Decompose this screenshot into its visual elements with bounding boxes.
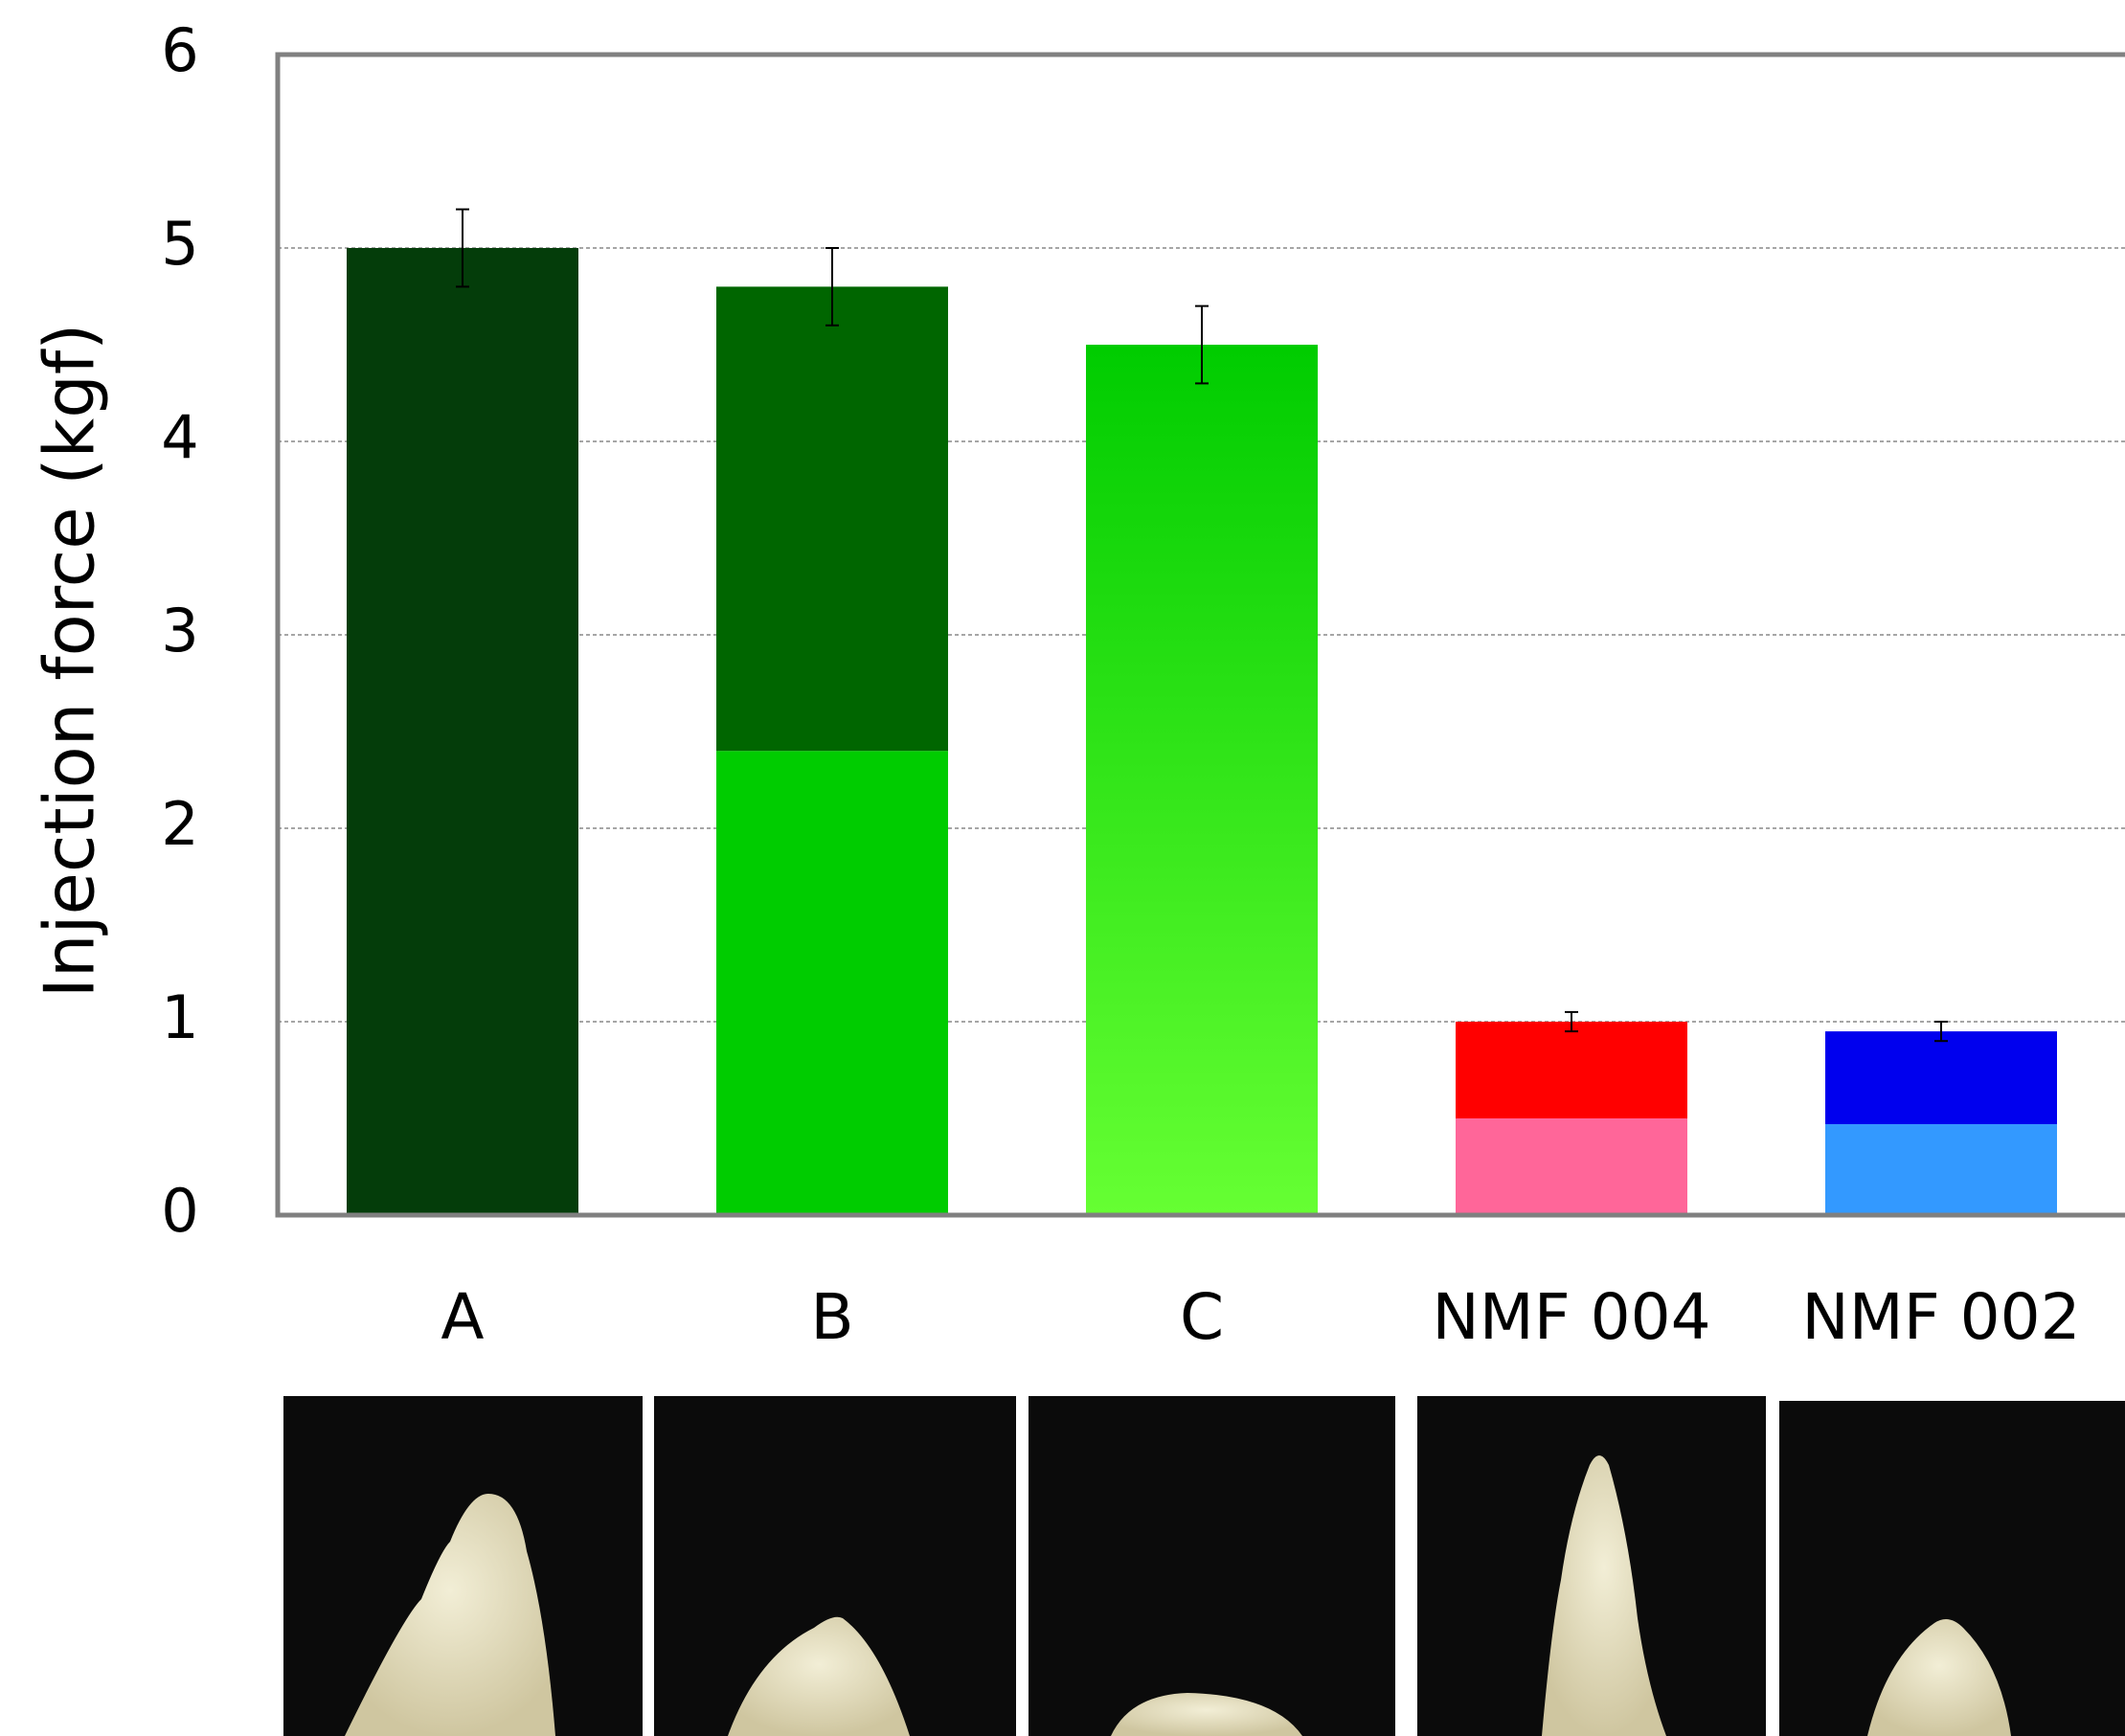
- bar-segment: [347, 248, 578, 1215]
- photos: [283, 1396, 2125, 1736]
- x-tick-label: NMF 002: [1801, 1280, 2080, 1354]
- y-tick-label: 6: [161, 15, 198, 85]
- y-tick-label: 4: [161, 402, 198, 472]
- bar-segment: [1456, 1118, 1687, 1215]
- y-tick-label: 0: [161, 1176, 198, 1246]
- chart: Injection force (kgf) 0 1 2 3 4 5 6 A B C NMF 004 N…: [0, 0, 2125, 1736]
- bar-segment: [716, 286, 948, 751]
- y-tick-label: 3: [161, 596, 198, 665]
- y-axis-label: Injection force (kgf): [30, 324, 110, 999]
- x-tick-label: NMF 004: [1432, 1280, 1710, 1354]
- y-tick-label: 1: [161, 982, 198, 1052]
- bar-segment: [1086, 345, 1318, 1215]
- x-tick-label: A: [441, 1280, 484, 1354]
- bar-segment: [1456, 1022, 1687, 1118]
- y-tick-label: 5: [161, 209, 198, 279]
- bar-segment: [1825, 1124, 2057, 1215]
- bar-segment: [1825, 1031, 2057, 1124]
- photo: [1029, 1396, 1395, 1736]
- x-tick-label: B: [810, 1280, 853, 1354]
- x-tick-label: C: [1180, 1280, 1224, 1354]
- y-tick-label: 2: [161, 789, 198, 859]
- bar-segment: [716, 751, 948, 1215]
